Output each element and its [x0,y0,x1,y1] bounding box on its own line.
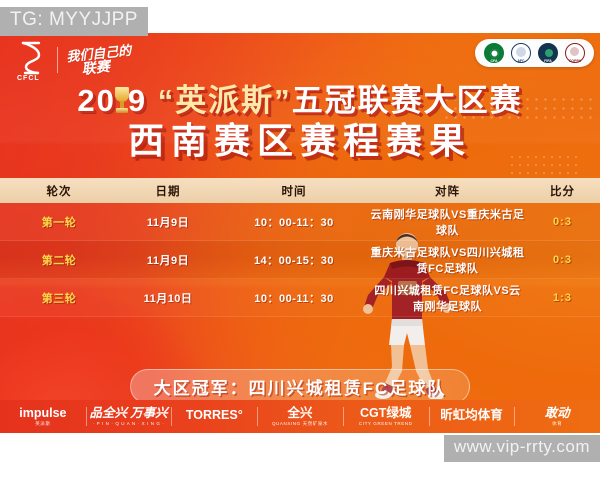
title-digit-0: 0 [96,83,116,118]
table-row: 第二轮 11月9日 14：00-15：30 重庆米古足球队VS四川兴城租赁FC足… [0,241,600,279]
row-round: 第三轮 [41,293,77,305]
row-round: 第一轮 [41,217,77,229]
column-header-match: 对阵 [435,185,460,198]
poster-title-block: 20 9 “英派斯”五冠联赛大区赛 西南赛区赛程赛果 [0,83,600,161]
sponsor-quanxing-sub: QUANXING 天然矿泉水 [271,420,329,426]
poster-top-bar: CFCL 我们自己的 联赛 CFA AFC FIFA COPPA [0,33,600,85]
row-time: 10：00-11：30 [254,293,334,305]
row-score: 1:3 [553,292,572,304]
cfcl-brand-lockup: CFCL 我们自己的 联赛 [14,39,133,82]
cfcl-trophy-icon: CFCL [14,39,48,82]
sponsor-gandong: 敢动 体育 [514,400,600,433]
row-score: 0:3 [553,216,572,228]
site-watermark: www.vip-rrty.com [443,435,600,462]
table-row: 第一轮 11月9日 10：00-11：30 云南刚华足球队VS重庆米古足球队 0… [0,203,600,241]
sponsor-pinquanxing-name: 品全兴 万事兴 [89,406,168,420]
column-header-date: 日期 [155,185,181,198]
badge-fifa-icon: FIFA [538,43,558,63]
cfcl-acronym: CFCL [17,75,40,82]
champion-banner: 大区冠军：四川兴城租赁FC足球队 [130,369,470,404]
badge-coppa-icon: COPPA [565,43,585,63]
title-digit-2: 2 [77,83,97,118]
football-player-illustration [363,233,452,399]
column-header-time: 时间 [281,185,307,198]
sponsor-cgt-sub: CITY GREEN TREND [358,420,413,426]
badge-cfa-icon: CFA [484,43,504,63]
column-header-round: 轮次 [46,185,72,198]
title-line-1-tail: 五冠联赛大区赛 [291,83,523,118]
row-match: 重庆米古足球队VS四川兴城租赁FC足球队 [370,247,525,275]
telegram-watermark: TG: MYYJJPP [0,7,148,36]
row-date: 11月9日 [146,217,190,229]
title-digit-9: 9 [127,83,148,118]
sponsor-cgt-name: CGT绿城 [360,406,412,420]
sponsor-strip: impulse 英派斯 品全兴 万事兴 · P I N · Q U A N · … [0,400,600,433]
sponsor-impulse-sub: 英派斯 [35,420,51,426]
table-header-row: 轮次 日期 时间 对阵 比分 [0,178,600,203]
title-sponsor-name: “英派斯” [157,83,292,118]
sponsor-pinquanxing: 品全兴 万事兴 · P I N · Q U A N · X I N G · [85,400,172,433]
sponsor-torres-name: TORRES° [185,408,243,423]
sponsor-impulse: impulse 英派斯 [0,400,86,433]
row-time: 10：00-11：30 [254,217,334,229]
brand-divider [57,47,58,73]
sponsor-impulse-name: impulse [19,406,67,420]
row-time: 14：00-15：30 [253,255,335,267]
federation-badge-group: CFA AFC FIFA COPPA [475,39,594,67]
sponsor-torres: TORRES° [171,400,257,433]
badge-afc-icon: AFC [511,43,531,63]
sponsor-xinhongjun-name: 昕虹均体育 [440,408,503,423]
poster-title-line-1: 20 9 “英派斯”五冠联赛大区赛 [0,83,600,118]
sponsor-quanxing: 全兴 QUANXING 天然矿泉水 [257,400,343,433]
row-date: 11月10日 [143,293,193,305]
trophy-icon [114,86,130,116]
sponsor-gandong-name: 敢动 [544,406,570,420]
poster-canvas: CFCL 我们自己的 联赛 CFA AFC FIFA COPPA 20 9 “ [0,33,600,433]
table-row: 第三轮 11月10日 10：00-11：30 四川兴城租赁FC足球队VS云南刚华… [0,279,600,317]
column-header-score: 比分 [550,185,575,198]
row-date: 11月9日 [146,255,190,267]
brand-slogan: 我们自己的 联赛 [66,42,133,77]
row-match: 四川兴城租赁FC足球队VS云南刚华足球队 [374,285,521,313]
poster-title-line-2: 西南赛区赛程赛果 [127,119,472,161]
row-match: 云南刚华足球队VS重庆米古足球队 [370,209,525,237]
schedule-table: 轮次 日期 时间 对阵 比分 第一轮 11月9日 10：00-11：30 云南刚… [0,178,600,317]
sponsor-quanxing-name: 全兴 [287,406,313,420]
sponsor-xinhongjun: 昕虹均体育 [428,400,515,433]
row-score: 0:3 [553,254,572,266]
row-round: 第二轮 [41,255,77,267]
sponsor-gandong-sub: 体育 [552,420,563,426]
champion-text: 大区冠军：四川兴城租赁FC足球队 [153,379,447,398]
sponsor-pinquanxing-sub: · P I N · Q U A N · X I N G · [92,420,165,426]
sponsor-cgt: CGT绿城 CITY GREEN TREND [342,400,429,433]
